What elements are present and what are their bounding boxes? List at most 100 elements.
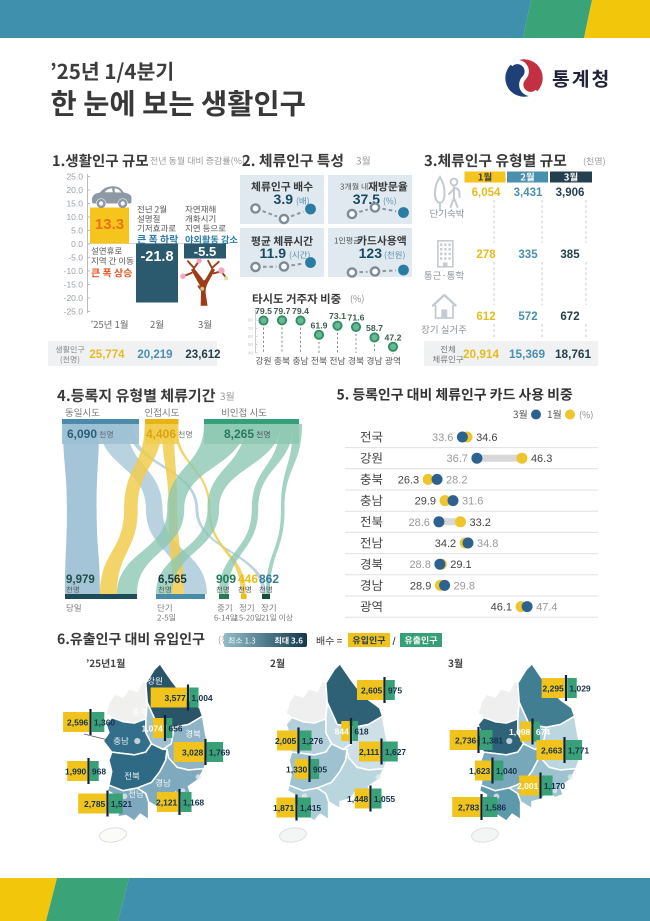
svg-text:618: 618 [354,726,368,736]
svg-text:2,111: 2,111 [359,747,380,757]
svg-text:-15.0: -15.0 [64,280,84,290]
svg-text:25.0: 25.0 [66,172,83,182]
svg-text:905: 905 [313,764,327,774]
svg-text:79.5: 79.5 [255,306,272,316]
svg-text:1,990: 1,990 [65,766,87,776]
svg-text:1,360: 1,360 [94,717,116,727]
svg-text:2,005: 2,005 [275,736,297,746]
svg-text:23,612: 23,612 [185,349,220,361]
svg-text:1,168: 1,168 [183,797,205,807]
svg-text:278: 278 [476,249,496,261]
svg-text:29.8: 29.8 [454,580,475,592]
svg-text:15,369: 15,369 [509,347,546,361]
svg-text:8,265: 8,265 [224,427,254,441]
svg-text:2,295: 2,295 [543,683,565,693]
svg-text:2,663: 2,663 [541,745,563,755]
svg-text:656: 656 [168,723,182,733]
svg-text:/: / [392,636,396,648]
svg-text:70: 70 [248,326,254,331]
svg-text:1,627: 1,627 [385,747,407,757]
svg-text:73.1: 73.1 [329,311,346,321]
svg-text:862: 862 [259,572,279,586]
svg-text:2,783: 2,783 [458,802,480,812]
svg-text:1,769: 1,769 [209,747,231,757]
svg-text:46.1: 46.1 [491,602,512,614]
svg-text:6,054: 6,054 [472,187,501,199]
svg-text:80: 80 [248,318,254,323]
svg-text:20,219: 20,219 [137,349,172,361]
svg-text:123: 123 [359,245,383,261]
svg-text:79.7: 79.7 [274,306,291,316]
svg-text:1,771: 1,771 [568,745,590,755]
svg-text:1,040: 1,040 [496,766,518,776]
svg-text:79.4: 79.4 [292,306,309,316]
svg-text:1,415: 1,415 [300,803,322,813]
svg-text:3,577: 3,577 [165,693,187,703]
svg-text:1,029: 1,029 [569,683,591,693]
svg-text:6,090: 6,090 [67,427,97,441]
svg-text:33.6: 33.6 [432,432,453,444]
svg-text:50: 50 [248,342,254,347]
svg-text:25,774: 25,774 [89,349,125,361]
svg-text:3,906: 3,906 [556,187,585,199]
svg-text:672: 672 [560,311,579,323]
svg-text:71.6: 71.6 [348,312,365,322]
svg-text:31.6: 31.6 [462,496,483,508]
svg-text:60: 60 [248,334,254,339]
svg-text:1,871: 1,871 [273,803,295,813]
svg-text:975: 975 [388,685,402,695]
svg-text:2,605: 2,605 [361,685,383,695]
svg-text:58.7: 58.7 [366,323,383,333]
svg-text:2,785: 2,785 [84,799,106,809]
svg-text:-5.0: -5.0 [68,253,83,263]
svg-text:34.6: 34.6 [476,432,497,444]
svg-text:3,028: 3,028 [182,747,204,757]
svg-text:28.6: 28.6 [409,517,430,529]
svg-text:47.4: 47.4 [536,602,557,614]
svg-text:844: 844 [335,726,349,736]
svg-text:1,276: 1,276 [302,736,324,746]
svg-text:36.7: 36.7 [447,453,468,465]
svg-text:10.0: 10.0 [66,212,83,222]
svg-text:1,586: 1,586 [485,802,507,812]
svg-text:2,001: 2,001 [517,781,539,791]
svg-text:5.0: 5.0 [71,226,83,236]
svg-text:20,914: 20,914 [463,347,500,361]
svg-text:1,448: 1,448 [347,794,369,804]
svg-text:1,623: 1,623 [469,766,491,776]
svg-text:29.9: 29.9 [415,496,436,508]
svg-text:3.9: 3.9 [274,191,294,207]
svg-text:0.0: 0.0 [71,239,83,249]
svg-text:18,761: 18,761 [555,347,592,361]
svg-text:1,098: 1,098 [509,727,531,737]
svg-text:29.1: 29.1 [450,559,471,571]
svg-text:1,381: 1,381 [482,735,504,745]
svg-text:1,330: 1,330 [286,764,308,774]
svg-text:385: 385 [560,249,580,261]
svg-text:1,055: 1,055 [374,794,396,804]
svg-text:3,431: 3,431 [514,187,543,199]
svg-text:-21.8: -21.8 [140,249,173,265]
svg-text:13.3: 13.3 [95,216,124,233]
svg-text:909: 909 [216,572,236,586]
svg-text:335: 335 [518,249,538,261]
svg-text:1,004: 1,004 [191,693,213,703]
svg-text:4,406: 4,406 [146,427,176,441]
svg-text:40: 40 [248,350,254,355]
svg-text:-10.0: -10.0 [64,266,84,276]
svg-text:572: 572 [518,311,537,323]
svg-text:26.3: 26.3 [398,474,419,486]
svg-text:-25.0: -25.0 [64,307,84,317]
svg-text:2,596: 2,596 [67,717,89,727]
svg-text:11.9: 11.9 [260,245,287,261]
svg-text:-20.0: -20.0 [64,293,84,303]
svg-text:6,565: 6,565 [158,574,187,586]
svg-text:612: 612 [476,311,495,323]
svg-text:28.9: 28.9 [410,580,431,592]
svg-text:-5.5: -5.5 [194,244,216,259]
svg-text:1,074: 1,074 [142,723,164,733]
svg-text:47.2: 47.2 [385,332,402,342]
svg-text:28.2: 28.2 [446,474,467,486]
svg-text:9,979: 9,979 [66,574,95,586]
svg-text:2,121: 2,121 [156,797,178,807]
